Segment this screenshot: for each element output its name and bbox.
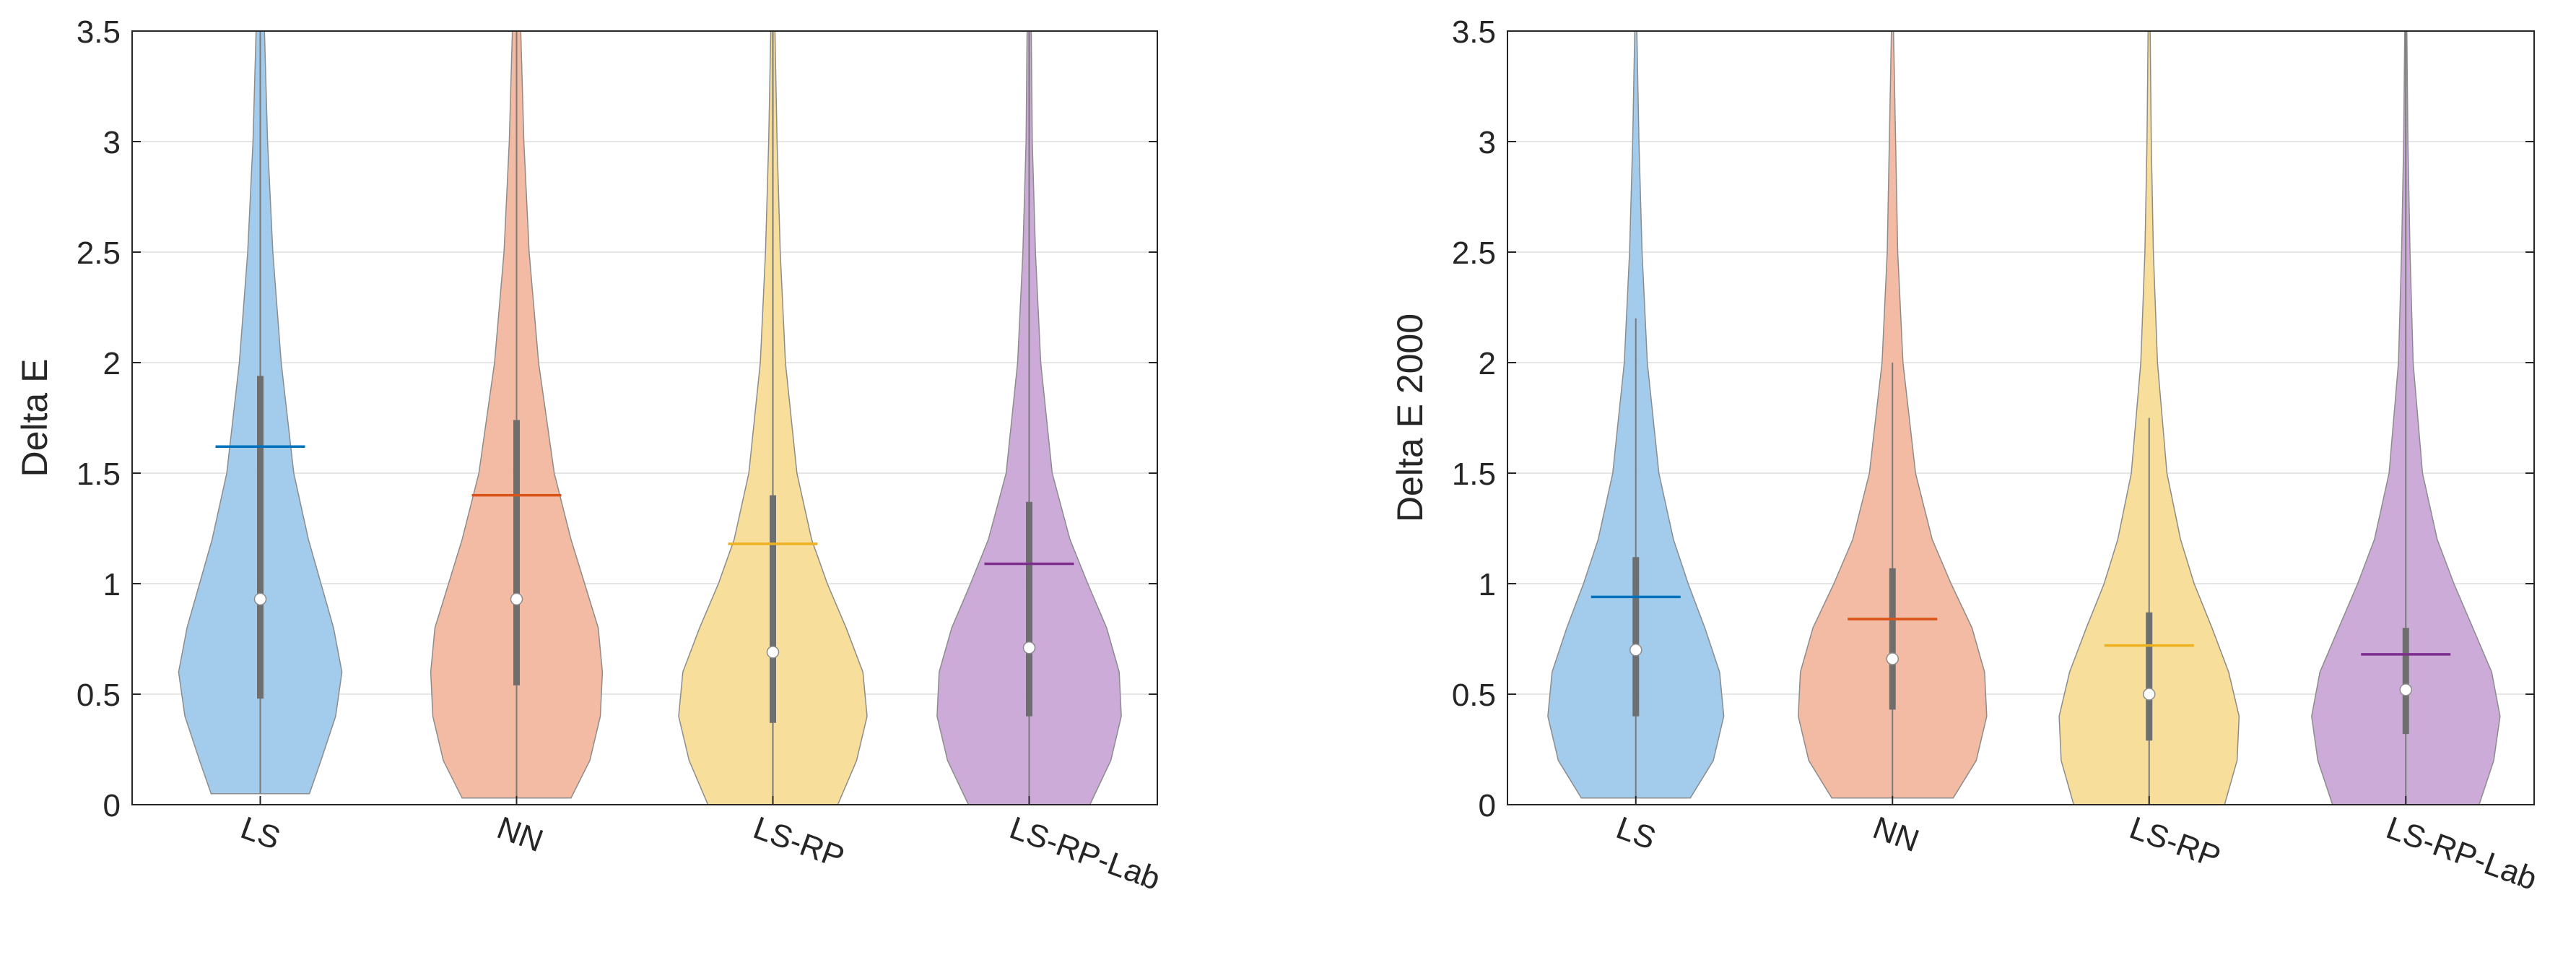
axes-box [131,30,1158,805]
x-tick-label: LS [1611,810,1660,856]
y-tick-label: 1.5 [1452,457,1496,492]
y-tick-label: 1 [103,567,121,602]
y-axis-label: Delta E 2000 [1390,313,1430,522]
y-tick-label: 0.5 [77,678,121,713]
chart-panel-2: 0 0.5 1 1.5 2 2.5 3 3.5 LS NN LS-RP LS-RP-Lab Delta … [1390,14,2541,897]
median-point [2399,683,2412,696]
y-tick-label: 2 [1479,346,1496,381]
x-tick-label: LS-RP [749,810,849,875]
y-axis-label: Delta E [14,359,55,477]
median-point [766,646,780,659]
y-tick-label: 3.5 [1452,14,1496,50]
violin-ls [1547,30,1725,799]
violin-nn [1798,30,1988,799]
median-point [510,592,523,606]
y-tick-label: 1 [1479,567,1496,602]
median-point [1629,644,1642,657]
x-tick-label: LS [236,810,284,856]
y-tick-label: 3.5 [77,14,121,50]
y-tick-label: 2.5 [1452,235,1496,271]
chart-panel-1: 0 0.5 1 1.5 2 2.5 3 3.5 LS NN LS-RP LS-RP-Lab Delta … [14,14,1165,897]
y-tick-label: 0 [103,788,121,823]
median-point [253,592,267,606]
x-tick-label: NN [1868,810,1923,859]
axes-box [1507,30,2535,805]
x-tick-label: LS-RP-Lab [1005,810,1165,896]
median-point [1022,641,1036,654]
violin-ls [178,30,343,795]
median-point [2143,688,2156,701]
y-tick-label: 3 [1479,125,1496,160]
violin-ls-rp-lab [2311,30,2501,805]
violin-ls-rp-lab [936,30,1122,805]
y-tick-label: 0.5 [1452,678,1496,713]
y-tick-label: 0 [1479,788,1496,823]
y-tick-label: 1.5 [77,457,121,492]
violin-nn [430,30,604,799]
violin-ls-rp [2058,30,2240,805]
median-point [1886,652,1899,665]
y-tick-label: 3 [103,125,121,160]
x-tick-label: LS-RP-Lab [2382,810,2541,896]
y-tick-label: 2 [103,346,121,381]
x-tick-label: NN [492,810,547,859]
y-tick-label: 2.5 [77,235,121,271]
x-tick-label: LS-RP [2125,810,2225,875]
violin-ls-rp [678,30,868,805]
